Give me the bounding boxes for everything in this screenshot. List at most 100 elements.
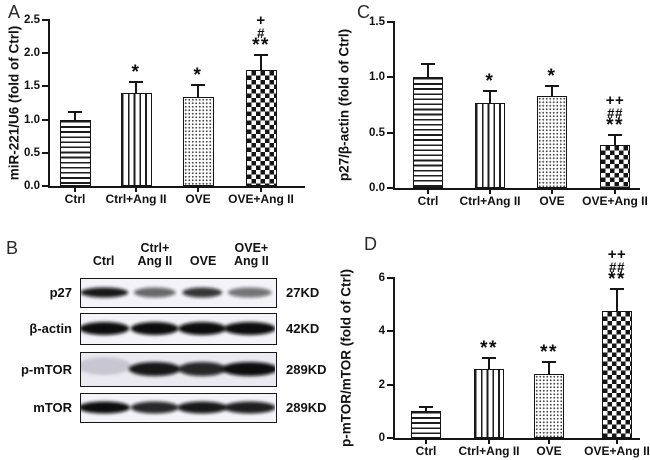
error-bar-stem bbox=[135, 81, 137, 95]
y-tick bbox=[42, 151, 48, 154]
molecular-weight-label: 289KD bbox=[286, 400, 327, 415]
y-tick bbox=[387, 277, 393, 279]
sig-symbol: * bbox=[547, 66, 557, 88]
x-category-label: OVE+Ang II bbox=[228, 192, 294, 206]
y-tick bbox=[387, 383, 393, 386]
panel-d: D 0 2 4 6 p-mTOR/mTOR (fold of Ctrl) Ctrl Ctrl… bbox=[330, 230, 650, 460]
sig-symbol: ++ bbox=[607, 245, 627, 263]
lane-header: OVE bbox=[169, 255, 237, 268]
error-bar-stem bbox=[488, 358, 490, 370]
y-tick bbox=[387, 330, 393, 333]
error-bar-cap bbox=[608, 133, 622, 136]
y-tick bbox=[42, 52, 48, 55]
blot-bands bbox=[81, 357, 276, 376]
error-bar-cap bbox=[421, 63, 435, 66]
western-blot: Ctrl Ctrl+ Ang II OVE OVE+ Ang II p27 27KD β-act… bbox=[0, 230, 330, 460]
significance-markers: ++ ## ** bbox=[580, 93, 650, 135]
blot-row-box bbox=[80, 352, 277, 387]
lane-header-line: OVE+ bbox=[234, 241, 269, 255]
protein-band bbox=[177, 401, 228, 414]
y-axis bbox=[48, 19, 50, 188]
significance-markers: ++ ## ** bbox=[582, 245, 650, 290]
x-category-label: OVE bbox=[539, 194, 565, 208]
lane-header-line: OVE bbox=[189, 254, 217, 268]
error-bar-stem bbox=[548, 362, 550, 375]
x-category-label: Ctrl+Ang II bbox=[459, 194, 521, 208]
molecular-weight-label: 289KD bbox=[286, 361, 327, 377]
y-tick-label: 0.0 bbox=[24, 180, 40, 192]
error-bar-stem bbox=[427, 64, 429, 79]
y-tick-label: 0.0 bbox=[369, 182, 385, 194]
x-tick bbox=[616, 440, 618, 444]
bar-ove-ang-ii bbox=[600, 144, 630, 188]
significance-markers: * bbox=[101, 63, 171, 82]
y-tick-label: 2 bbox=[378, 378, 385, 391]
x-category-label: OVE bbox=[185, 192, 211, 206]
y-tick-label: 1.0 bbox=[24, 113, 40, 126]
y-tick bbox=[387, 187, 393, 189]
x-tick bbox=[260, 188, 262, 192]
error-bar-stem bbox=[260, 55, 262, 71]
blot-bands bbox=[81, 401, 276, 414]
x-tick bbox=[74, 188, 76, 192]
y-tick-label: 1.0 bbox=[369, 71, 385, 84]
error-bar-cap bbox=[610, 287, 624, 290]
sig-symbol: + bbox=[256, 12, 266, 30]
panel-d-label: D bbox=[364, 234, 377, 254]
protein-band bbox=[178, 322, 227, 335]
x-tick bbox=[425, 440, 427, 444]
significance-markers: + # ** bbox=[226, 12, 296, 57]
x-category-label: Ctrl+Ang II bbox=[458, 444, 520, 458]
y-tick bbox=[387, 131, 393, 134]
lane-header-line: Ang II bbox=[137, 254, 173, 268]
error-bar-cap bbox=[545, 85, 559, 88]
y-tick-label: 2.0 bbox=[24, 47, 40, 60]
chart-a-mir221-bar-chart: 0.0 0.5 1.0 1.5 2.0 2.5 miR-221/U6 (fold of Ct… bbox=[0, 0, 330, 230]
bar-ove-ang-ii bbox=[245, 69, 277, 186]
error-bar-cap bbox=[129, 80, 143, 83]
lane-header: OVE+ Ang II bbox=[217, 242, 285, 268]
significance-markers: * bbox=[163, 66, 233, 85]
sig-symbol: ** bbox=[480, 338, 498, 359]
x-category-label: Ctrl bbox=[417, 194, 439, 208]
chart-d-pmtor-bar-chart: 0 2 4 6 p-mTOR/mTOR (fold of Ctrl) Ctrl Ctrl+A… bbox=[330, 230, 650, 460]
panel-b: B Ctrl Ctrl+ Ang II OVE OVE+ Ang II p27 27KD β-a… bbox=[0, 230, 330, 460]
sig-symbol: ** bbox=[540, 342, 558, 363]
error-bar-stem bbox=[489, 90, 491, 104]
x-tick bbox=[135, 188, 137, 192]
bar-ove bbox=[537, 96, 567, 188]
protein-label: p27 bbox=[49, 285, 72, 300]
y-tick-label: 1.5 bbox=[369, 16, 385, 28]
protein-band bbox=[130, 322, 179, 335]
x-axis bbox=[48, 186, 305, 188]
chart-c-p27-bar-chart: 0.0 0.5 1.0 1.5 p27/β-actin (fold of Ctrl) Ct… bbox=[330, 0, 650, 230]
bar-ctrl-ang-ii bbox=[475, 102, 505, 188]
protein-band bbox=[81, 357, 132, 375]
x-category-label: Ctrl bbox=[415, 444, 437, 458]
protein-band bbox=[178, 362, 227, 376]
error-bar-cap bbox=[191, 84, 205, 87]
x-tick bbox=[197, 188, 199, 192]
sig-symbol: ** bbox=[608, 268, 626, 290]
y-tick-label: 0.5 bbox=[24, 146, 40, 159]
y-tick bbox=[42, 19, 48, 21]
bar-ove bbox=[534, 374, 564, 438]
sig-symbol: ** bbox=[252, 35, 270, 57]
y-axis bbox=[393, 21, 395, 190]
error-bar-cap bbox=[482, 357, 496, 359]
bar-ove-ang-ii bbox=[602, 311, 632, 438]
bar-ctrl-ang-ii bbox=[474, 368, 504, 438]
y-tick bbox=[42, 85, 48, 88]
protein-band bbox=[223, 322, 276, 335]
blot-row-box bbox=[80, 313, 277, 345]
panel-c: C 0.0 0.5 1.0 1.5 p27/β-actin (fold of Ctrl)… bbox=[330, 0, 650, 230]
sig-symbol: ## bbox=[608, 259, 626, 275]
lane-header-line: Ctrl+ bbox=[140, 241, 170, 255]
protein-label: p-mTOR bbox=[20, 361, 72, 377]
significance-markers: * bbox=[455, 70, 525, 92]
protein-band bbox=[182, 287, 223, 298]
protein-band bbox=[81, 287, 129, 298]
protein-band bbox=[81, 322, 130, 335]
sig-symbol: * bbox=[485, 70, 495, 92]
error-bar-stem bbox=[616, 288, 618, 313]
